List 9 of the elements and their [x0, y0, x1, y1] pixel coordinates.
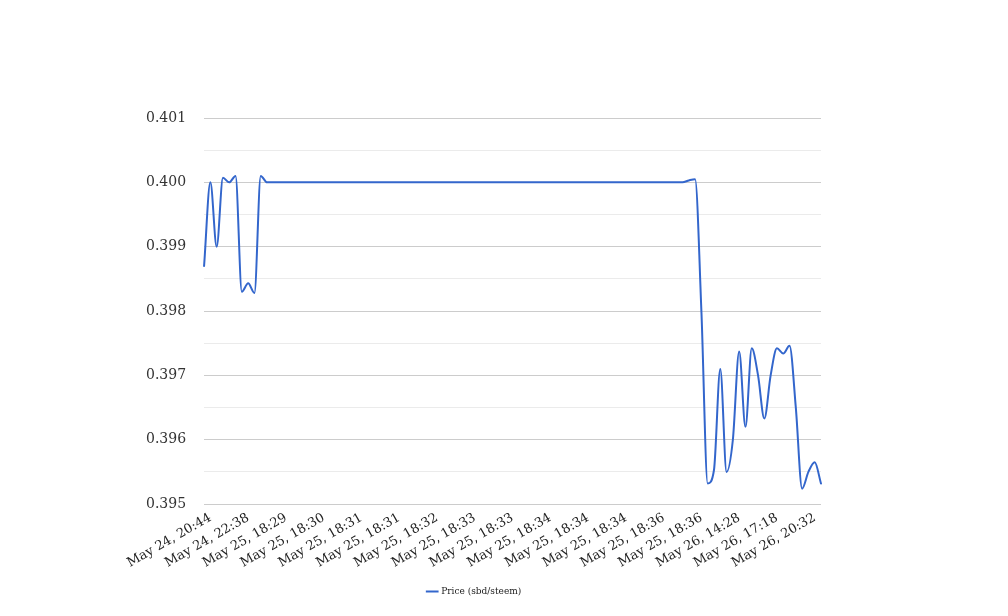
legend-label: Price (sbd/steem)	[441, 585, 522, 596]
line-series	[203, 174, 822, 490]
y-tick-label: 0.401	[145, 108, 187, 125]
y-tick-label: 0.396	[145, 430, 187, 447]
y-tick-label: 0.400	[145, 172, 187, 189]
y-tick-label: 0.397	[145, 366, 187, 383]
y-tick-label: 0.398	[145, 301, 187, 318]
y-tick-label: 0.399	[145, 237, 187, 254]
y-tick-label: 0.395	[145, 494, 187, 511]
